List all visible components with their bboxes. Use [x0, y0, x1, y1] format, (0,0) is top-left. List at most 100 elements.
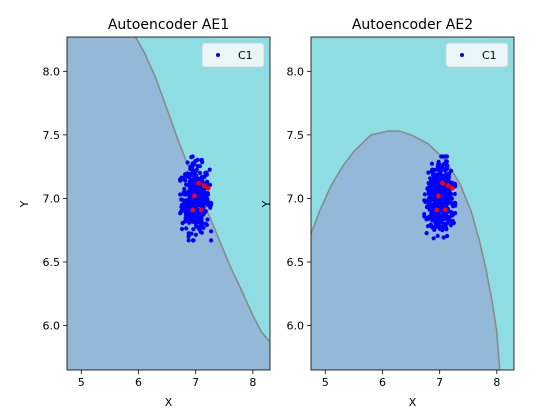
data-point: [184, 182, 189, 187]
data-point: [188, 186, 193, 191]
data-point: [187, 196, 192, 201]
data-point: [198, 170, 203, 176]
data-point: [187, 231, 192, 236]
data-point: [432, 227, 437, 232]
data-point: [429, 161, 435, 166]
data-point: [209, 238, 214, 243]
data-point: [433, 202, 438, 207]
point-group: [422, 154, 458, 241]
data-point: [182, 201, 187, 206]
anomaly-point: [443, 207, 448, 213]
data-point: [428, 197, 433, 203]
anomaly-point: [205, 185, 211, 191]
data-point: [445, 233, 450, 239]
data-point: [203, 221, 208, 226]
data-point: [449, 180, 455, 185]
x-tick-label: 8: [493, 376, 500, 389]
data-point: [424, 231, 429, 236]
data-point: [190, 179, 195, 184]
data-point: [205, 217, 210, 222]
data-point: [432, 182, 437, 187]
data-point: [428, 176, 433, 181]
data-point: [183, 190, 188, 195]
y-axis-label: Y: [260, 200, 273, 208]
data-point: [451, 220, 456, 226]
x-tick-label: 6: [135, 376, 142, 389]
data-point: [185, 205, 190, 210]
data-point: [200, 160, 205, 165]
data-point: [444, 221, 449, 226]
data-point: [448, 213, 454, 219]
y-tick-label: 8.0: [43, 65, 61, 78]
data-point: [202, 189, 207, 194]
y-tick-label: 7.0: [287, 192, 305, 205]
data-point: [183, 210, 188, 215]
data-point: [433, 198, 439, 203]
data-point: [199, 216, 204, 221]
data-point: [438, 224, 443, 229]
subplot-ae1: 5 6 7 8 6.0 6.5 7.0 7.5 8.0 Autoencoder AE1 X Y…: [18, 17, 271, 409]
data-point: [452, 191, 457, 197]
data-point: [446, 171, 452, 176]
data-point: [183, 216, 188, 221]
data-point: [427, 207, 432, 212]
data-point: [446, 175, 452, 180]
subplot-ae2: 5 6 7 8 6.0 6.5 7.0 7.5 8.0 Autoencoder AE2 X Y…: [260, 17, 515, 409]
anomaly-point: [436, 193, 441, 199]
data-point: [205, 192, 211, 197]
x-tick-label: 5: [78, 376, 85, 389]
data-point: [434, 212, 439, 217]
axes-frame: [66, 36, 271, 371]
legend: C1: [445, 42, 509, 68]
legend-box: [201, 42, 265, 68]
decision-boundary: [311, 130, 501, 370]
data-point: [451, 204, 456, 209]
data-point: [206, 201, 211, 206]
anomaly-point: [445, 183, 451, 189]
legend: C1: [201, 42, 265, 68]
data-point: [437, 201, 442, 206]
data-point: [190, 154, 195, 159]
data-point: [422, 192, 427, 197]
data-point: [179, 226, 185, 232]
data-point: [185, 160, 190, 165]
data-point: [428, 182, 433, 187]
data-point: [203, 170, 208, 175]
data-point: [201, 175, 206, 180]
data-point: [434, 224, 439, 229]
legend-label: C1: [482, 49, 497, 62]
data-point: [424, 204, 429, 210]
data-point: [436, 167, 441, 173]
data-point: [209, 229, 214, 234]
data-point: [440, 228, 445, 233]
legend-box: [445, 42, 509, 68]
data-point: [184, 226, 189, 231]
y-tick-label: 7.0: [43, 192, 61, 205]
data-point: [193, 214, 198, 219]
data-point: [195, 177, 200, 182]
x-ticks: 5 6 7 8: [78, 370, 256, 389]
anomaly-point: [449, 185, 455, 191]
data-point: [181, 175, 186, 180]
data-point: [200, 220, 205, 225]
data-point: [199, 223, 204, 228]
data-point: [186, 238, 191, 243]
data-point: [184, 171, 189, 177]
data-point: [453, 183, 458, 188]
data-point: [431, 168, 436, 173]
data-point: [446, 187, 451, 192]
data-point: [453, 211, 458, 216]
data-point: [422, 212, 427, 217]
data-point: [431, 175, 437, 181]
data-point: [440, 163, 445, 168]
x-tick-label: 6: [379, 376, 386, 389]
anomaly-point: [434, 207, 440, 213]
data-point: [182, 219, 187, 224]
data-point: [195, 157, 200, 162]
data-point: [191, 227, 196, 232]
data-point: [440, 189, 445, 194]
data-point: [443, 168, 448, 173]
chart-title: Autoencoder AE1: [108, 17, 229, 33]
data-point: [196, 188, 201, 193]
